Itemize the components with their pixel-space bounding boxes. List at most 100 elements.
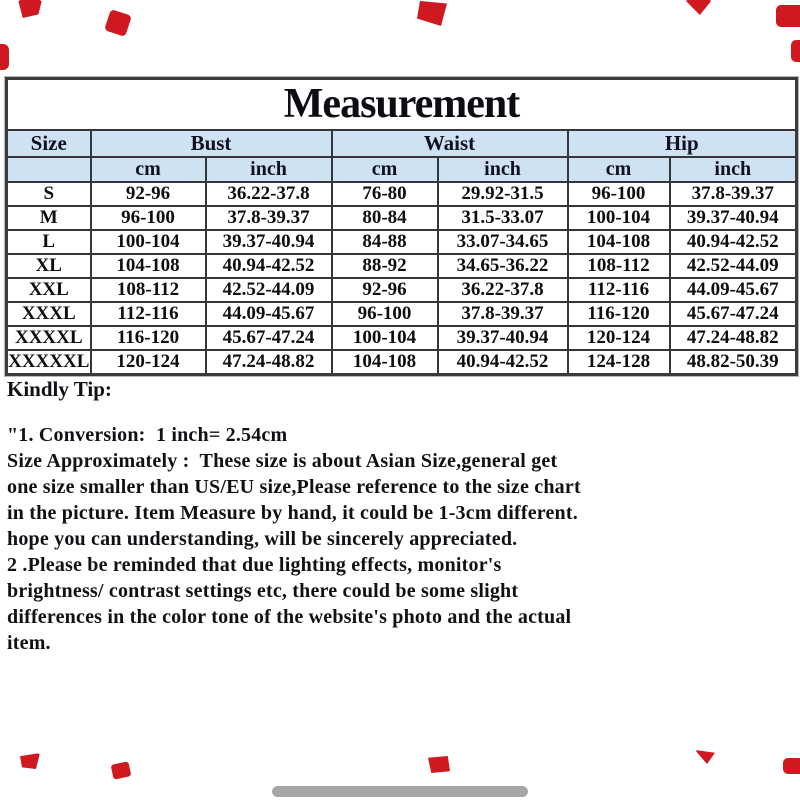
waist-inch-cell: 34.65-36.22 <box>436 252 569 279</box>
hip-inch-cell: 44.09-45.67 <box>668 276 798 303</box>
red-photo-edge-bottom-4 <box>695 750 715 764</box>
hip-inch-cell: 37.8-39.37 <box>668 180 798 207</box>
unit-header-waist-inch: inch <box>436 155 569 183</box>
bust-cm-cell: 92-96 <box>89 180 207 207</box>
table-row-xxxxxl: XXXXXL 120-124 47.24-48.82 104-108 40.94… <box>5 348 798 375</box>
size-cell: S <box>5 180 92 207</box>
bust-inch-cell: 44.09-45.67 <box>204 300 333 327</box>
note-line: 2 .Please be reminded that due lighting … <box>7 554 502 576</box>
bust-cm-cell: 112-116 <box>89 300 207 327</box>
kindly-tip-heading: Kindly Tip: <box>7 377 112 401</box>
waist-inch-cell: 36.22-37.8 <box>436 276 569 303</box>
hip-cm-cell: 104-108 <box>566 228 671 255</box>
waist-inch-cell: 40.94-42.52 <box>436 348 569 375</box>
note-line: hope you can understanding, will be sinc… <box>7 528 518 550</box>
note-line: one size smaller than US/EU size,Please … <box>7 476 581 498</box>
red-photo-edge-top-2 <box>104 9 132 37</box>
bust-inch-cell: 37.8-39.37 <box>204 204 333 231</box>
bust-inch-cell: 40.94-42.52 <box>204 252 333 279</box>
hip-cm-cell: 124-128 <box>566 348 671 375</box>
note-line: "1. Conversion: 1 inch= 2.54cm <box>7 424 288 446</box>
unit-header-hip-cm: cm <box>566 155 671 183</box>
unit-header-blank <box>5 155 92 183</box>
waist-inch-cell: 39.37-40.94 <box>436 324 569 351</box>
bottom-scroll-indicator[interactable] <box>272 786 528 797</box>
hip-inch-cell: 42.52-44.09 <box>668 252 798 279</box>
size-cell: XXXXXL <box>5 348 92 375</box>
hip-inch-cell: 45.67-47.24 <box>668 300 798 327</box>
size-cell: XL <box>5 252 92 279</box>
size-cell: XXXXL <box>5 324 92 351</box>
red-photo-edge-bottom-1 <box>20 753 40 769</box>
waist-inch-cell: 29.92-31.5 <box>436 180 569 207</box>
size-cell: XXXL <box>5 300 92 327</box>
hip-inch-cell: 48.82-50.39 <box>668 348 798 375</box>
size-cell: XXL <box>5 276 92 303</box>
bust-cm-cell: 108-112 <box>89 276 207 303</box>
waist-inch-cell: 37.8-39.37 <box>436 300 569 327</box>
bust-inch-cell: 36.22-37.8 <box>204 180 333 207</box>
waist-cm-cell: 84-88 <box>330 228 439 255</box>
table-title: Measurement <box>5 77 798 131</box>
hip-inch-cell: 39.37-40.94 <box>668 204 798 231</box>
waist-cm-cell: 92-96 <box>330 276 439 303</box>
note-line: brightness/ contrast settings etc, there… <box>7 580 519 602</box>
hip-cm-cell: 96-100 <box>566 180 671 207</box>
bust-cm-cell: 116-120 <box>89 324 207 351</box>
red-photo-edge-top-4 <box>685 0 712 15</box>
bust-cm-cell: 96-100 <box>89 204 207 231</box>
waist-cm-cell: 96-100 <box>330 300 439 327</box>
waist-cm-cell: 100-104 <box>330 324 439 351</box>
hip-cm-cell: 112-116 <box>566 276 671 303</box>
bust-inch-cell: 47.24-48.82 <box>204 348 333 375</box>
col-header-hip: Hip <box>566 128 798 158</box>
red-photo-edge-top-3 <box>417 1 447 26</box>
bust-cm-cell: 120-124 <box>89 348 207 375</box>
table-row-xxxxl: XXXXL 116-120 45.67-47.24 100-104 39.37-… <box>5 324 798 351</box>
kindly-tip-section: Kindly Tip: "1. Conversion: 1 inch= 2.54… <box>7 376 647 656</box>
waist-cm-cell: 76-80 <box>330 180 439 207</box>
col-header-size: Size <box>5 128 92 158</box>
hip-inch-cell: 40.94-42.52 <box>668 228 798 255</box>
bust-inch-cell: 42.52-44.09 <box>204 276 333 303</box>
hip-cm-cell: 100-104 <box>566 204 671 231</box>
waist-inch-cell: 31.5-33.07 <box>436 204 569 231</box>
waist-cm-cell: 88-92 <box>330 252 439 279</box>
bust-inch-cell: 45.67-47.24 <box>204 324 333 351</box>
red-photo-edge-top-5 <box>776 5 800 27</box>
unit-header-hip-inch: inch <box>668 155 798 183</box>
table-row-xl: XL 104-108 40.94-42.52 88-92 34.65-36.22… <box>5 252 798 279</box>
hip-inch-cell: 47.24-48.82 <box>668 324 798 351</box>
red-photo-edge-bottom-3 <box>428 756 450 773</box>
bust-cm-cell: 100-104 <box>89 228 207 255</box>
waist-inch-cell: 33.07-34.65 <box>436 228 569 255</box>
hip-cm-cell: 116-120 <box>566 300 671 327</box>
table-row-xxl: XXL 108-112 42.52-44.09 92-96 36.22-37.8… <box>5 276 798 303</box>
table-row-s: S 92-96 36.22-37.8 76-80 29.92-31.5 96-1… <box>5 180 798 207</box>
unit-header-bust-cm: cm <box>89 155 207 183</box>
size-chart-table: Measurement Size Bust Waist Hip cm inch … <box>5 77 799 376</box>
waist-cm-cell: 80-84 <box>330 204 439 231</box>
hip-cm-cell: 120-124 <box>566 324 671 351</box>
red-photo-edge-bottom-5 <box>783 758 800 774</box>
hip-cm-cell: 108-112 <box>566 252 671 279</box>
bust-inch-cell: 39.37-40.94 <box>204 228 333 255</box>
unit-header-waist-cm: cm <box>330 155 439 183</box>
col-header-waist: Waist <box>330 128 569 158</box>
note-line: in the picture. Item Measure by hand, it… <box>7 502 578 524</box>
size-cell: M <box>5 204 92 231</box>
red-photo-edge-top-1 <box>18 0 42 18</box>
red-photo-edge-left <box>0 44 9 70</box>
note-line: item. <box>7 632 51 654</box>
table-row-m: M 96-100 37.8-39.37 80-84 31.5-33.07 100… <box>5 204 798 231</box>
size-cell: L <box>5 228 92 255</box>
note-line: Size Approximately : These size is about… <box>7 450 558 472</box>
note-line: differences in the color tone of the web… <box>7 606 572 628</box>
red-photo-edge-bottom-2 <box>110 761 132 780</box>
unit-header-bust-inch: inch <box>204 155 333 183</box>
col-header-bust: Bust <box>89 128 333 158</box>
red-photo-edge-right <box>791 40 800 62</box>
table-row-xxxl: XXXL 112-116 44.09-45.67 96-100 37.8-39.… <box>5 300 798 327</box>
waist-cm-cell: 104-108 <box>330 348 439 375</box>
table-row-l: L 100-104 39.37-40.94 84-88 33.07-34.65 … <box>5 228 798 255</box>
